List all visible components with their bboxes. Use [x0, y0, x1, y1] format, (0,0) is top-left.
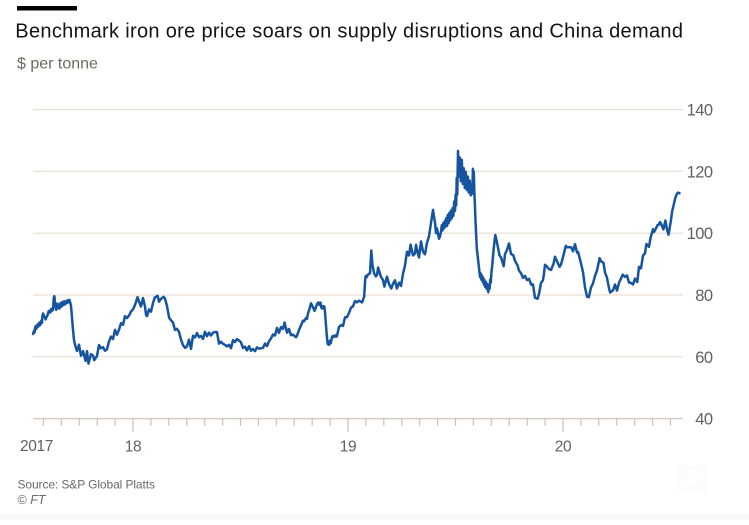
- svg-text:40: 40: [695, 411, 713, 429]
- svg-text:80: 80: [695, 287, 713, 305]
- svg-text:20: 20: [555, 439, 572, 456]
- svg-text:19: 19: [340, 439, 356, 456]
- svg-text:$ per tonne: $ per tonne: [17, 56, 98, 73]
- svg-text:© FT: © FT: [18, 493, 47, 507]
- svg-text:2017: 2017: [20, 438, 53, 455]
- svg-text:18: 18: [125, 439, 141, 456]
- svg-text:100: 100: [687, 225, 713, 243]
- svg-text:Source: S&P Global Platts: Source: S&P Global Platts: [18, 478, 155, 492]
- svg-text:60: 60: [695, 349, 713, 367]
- svg-text:140: 140: [687, 102, 713, 120]
- svg-text:120: 120: [687, 163, 713, 181]
- svg-text:Benchmark iron ore price soars: Benchmark iron ore price soars on supply…: [15, 21, 683, 43]
